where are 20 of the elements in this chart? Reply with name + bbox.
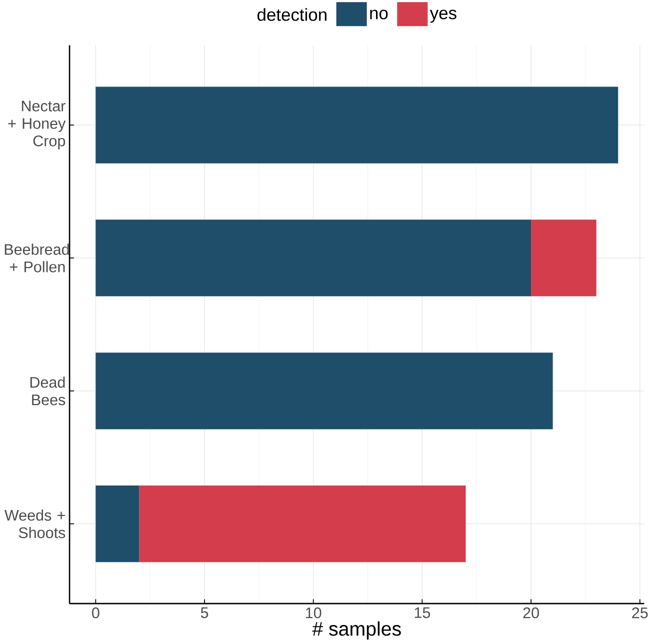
x-tick-label: 0	[92, 607, 100, 618]
bar	[139, 485, 466, 562]
y-tick-label: Weeds + Shoots	[4, 509, 66, 538]
y-tick-label: Beebread + Pollen	[4, 244, 69, 272]
x-tick-label: 5	[200, 607, 208, 618]
legend-title: detection	[257, 8, 326, 21]
legend-label: yes	[430, 10, 456, 23]
bar	[96, 86, 618, 164]
x-axis-title: # samples	[312, 621, 401, 640]
x-tick-label: 15	[414, 607, 430, 618]
bar	[531, 220, 596, 296]
y-tick-label: Dead Bees	[30, 376, 66, 406]
x-tick-label: 20	[523, 607, 539, 618]
bar	[96, 485, 140, 562]
x-tick-label: 25	[632, 607, 648, 618]
legend-label: no	[370, 10, 388, 20]
y-tick-label: Nectar + Honey Crop	[8, 100, 66, 150]
bar	[96, 220, 532, 296]
x-tick-label: 10	[306, 607, 322, 618]
bar	[96, 352, 553, 430]
